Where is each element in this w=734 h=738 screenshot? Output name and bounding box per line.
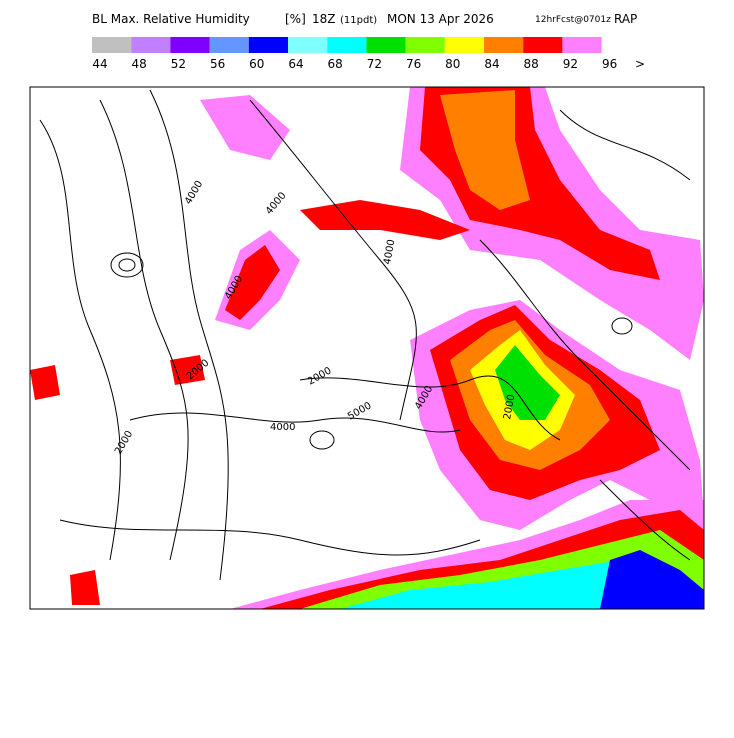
legend-swatch <box>131 37 171 53</box>
run: 12hrFcst@0701z <box>535 15 611 25</box>
legend-label: 48 <box>132 57 147 71</box>
title: BL Max. Relative Humidity <box>92 12 250 26</box>
header: BL Max. Relative Humidity [%] 18Z (11pdt… <box>92 12 637 26</box>
legend-label: 72 <box>367 57 382 71</box>
valid-hour: 18Z <box>312 12 336 26</box>
legend-swatch <box>366 37 406 53</box>
rh-area <box>70 570 100 605</box>
contour-label: 4000 <box>270 422 295 433</box>
legend-label: 88 <box>524 57 539 71</box>
legend-label: 60 <box>249 57 264 71</box>
legend-label: 68 <box>328 57 343 71</box>
rh-area <box>200 95 290 160</box>
legend-swatch <box>288 37 328 53</box>
legend-label: 64 <box>288 57 303 71</box>
legend-swatch <box>444 37 484 53</box>
contour-label: 2000 <box>502 394 517 421</box>
rh-area <box>495 345 560 420</box>
legend-swatch <box>209 37 249 53</box>
legend-swatch <box>484 37 524 53</box>
local-time: (11pdt) <box>340 15 377 26</box>
legend-swatch <box>327 37 367 53</box>
contour-label: 4000 <box>382 239 397 266</box>
legend-swatch <box>170 37 210 53</box>
legend-label: 76 <box>406 57 421 71</box>
height-contours <box>29 86 705 610</box>
legend-label: 80 <box>445 57 460 71</box>
humidity-fill <box>30 87 704 609</box>
rh-area <box>300 200 470 240</box>
model: RAP <box>614 12 637 26</box>
legend-label: 84 <box>484 57 499 71</box>
legend-label: 44 <box>92 57 107 71</box>
rh-area <box>225 245 280 320</box>
legend-overflow: > <box>635 57 645 71</box>
date: MON 13 Apr 2026 <box>387 12 494 26</box>
rh-area <box>30 365 60 400</box>
rh-area <box>440 90 530 210</box>
legend-swatch <box>562 37 602 53</box>
color-legend: 44 48 52 56 60 64 68 72 76 80 84 88 92 96 > <box>92 37 645 71</box>
legend-swatch <box>523 37 563 53</box>
legend-swatch <box>248 37 288 53</box>
units: [%] <box>285 12 306 26</box>
legend-label: 96 <box>602 57 617 71</box>
legend-label: 92 <box>563 57 578 71</box>
legend-swatch <box>92 37 132 53</box>
legend-label: 52 <box>171 57 186 71</box>
rh-area <box>600 550 704 609</box>
legend-swatch <box>405 37 445 53</box>
legend-label: 56 <box>210 57 225 71</box>
